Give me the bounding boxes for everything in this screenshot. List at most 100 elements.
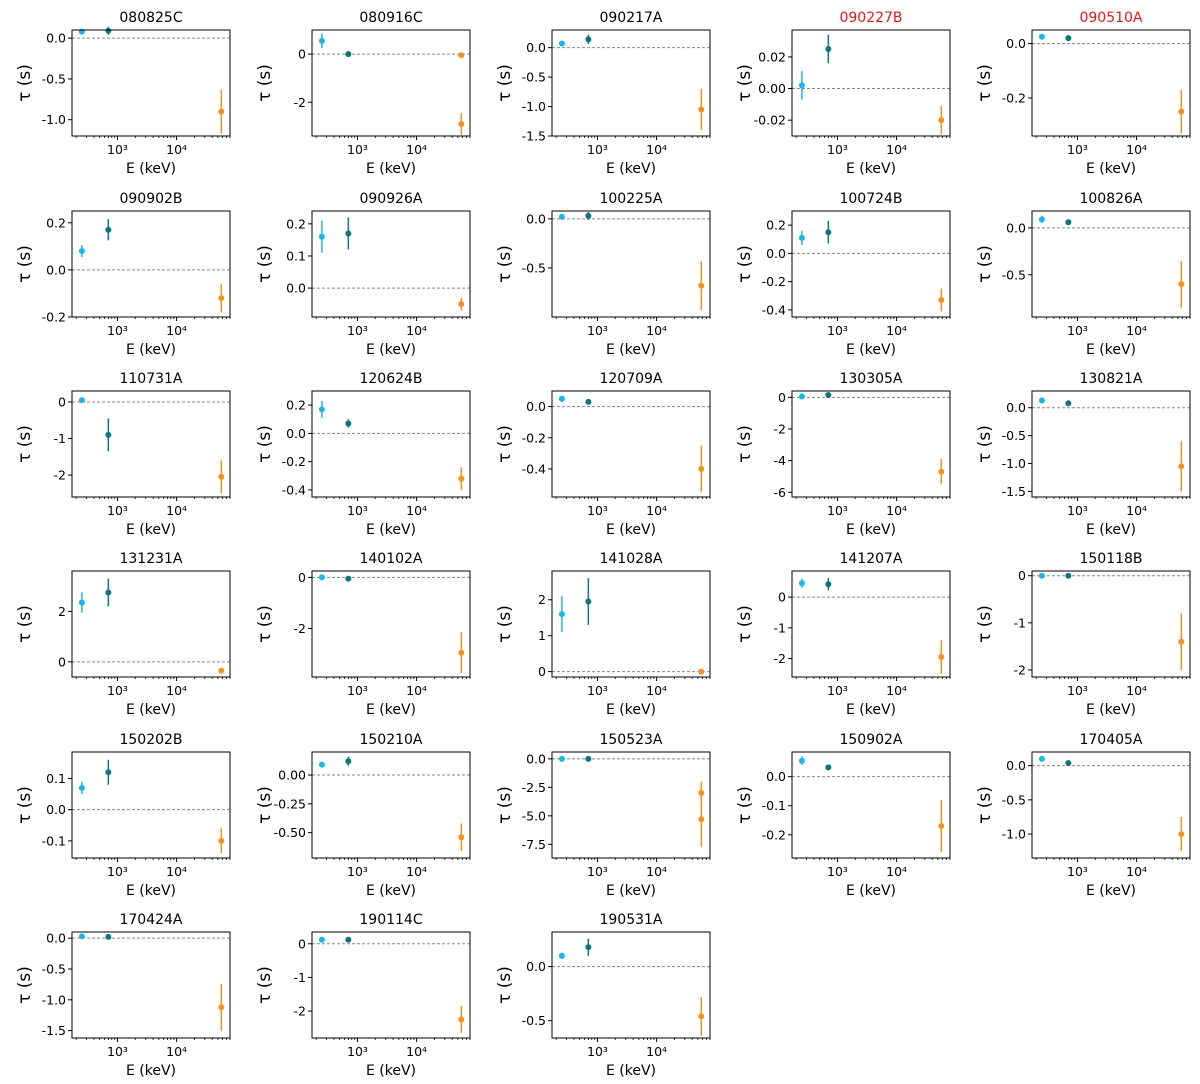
- data-point: [1038, 397, 1045, 404]
- plot-frame: [551, 931, 711, 1039]
- y-tick-label: -0.5: [522, 70, 546, 85]
- plot-frame: [311, 570, 471, 678]
- y-tick-label: 0.0: [526, 751, 546, 766]
- y-tick-label: -2: [294, 1004, 306, 1019]
- data-point: [218, 295, 225, 302]
- y-axis-label: τ (s): [15, 786, 35, 824]
- data-point: [825, 229, 832, 236]
- data-point: [105, 933, 112, 940]
- y-axis-label: τ (s): [255, 425, 275, 463]
- y-axis-label: τ (s): [255, 245, 275, 283]
- x-tick-label: 10³: [827, 323, 848, 338]
- panel-080825C: 080825C 0.0 -0.5 -1.0 10³ 10⁴ E (keV) τ (s): [15, 10, 231, 177]
- panel-title: 100826A: [1079, 191, 1142, 207]
- panel-title: 120624B: [359, 371, 422, 387]
- x-axis-label: E (keV): [366, 342, 416, 358]
- data-point: [1065, 35, 1072, 42]
- data-point: [698, 668, 705, 675]
- x-axis-label: E (keV): [366, 702, 416, 718]
- x-tick-label: 10⁴: [646, 1044, 667, 1059]
- x-tick-label: 10⁴: [886, 142, 907, 157]
- x-axis-label: E (keV): [126, 702, 176, 718]
- x-axis-label: E (keV): [126, 883, 176, 899]
- data-point: [318, 233, 325, 240]
- x-axis-label: E (keV): [606, 702, 656, 718]
- y-tick-label: 0.2: [286, 398, 306, 413]
- data-point: [345, 51, 352, 58]
- y-tick-label: 0.0: [46, 262, 66, 277]
- y-tick-label: -0.4: [522, 461, 546, 476]
- y-tick-label: 0.2: [286, 216, 306, 231]
- x-tick-label: 10³: [107, 864, 128, 879]
- plot-frame: [791, 570, 951, 678]
- x-tick-label: 10⁴: [166, 1044, 187, 1059]
- data-point: [698, 816, 705, 823]
- x-axis-label: E (keV): [606, 161, 656, 177]
- data-point: [798, 234, 805, 241]
- x-axis-label: E (keV): [606, 883, 656, 899]
- data-point: [218, 837, 225, 844]
- data-point: [1065, 572, 1072, 579]
- x-axis-label: E (keV): [1086, 342, 1136, 358]
- panel-title: 100724B: [839, 191, 902, 207]
- data-point: [318, 37, 325, 44]
- plot-frame: [1031, 751, 1191, 859]
- data-point: [1038, 572, 1045, 579]
- y-tick-label: -1: [294, 970, 306, 985]
- y-tick-label: -5.0: [522, 808, 546, 823]
- data-point: [318, 936, 325, 943]
- x-tick-label: 10⁴: [166, 683, 187, 698]
- y-axis-label: τ (s): [495, 786, 515, 824]
- y-axis-label: τ (s): [735, 245, 755, 283]
- x-tick-label: 10³: [827, 683, 848, 698]
- x-tick-label: 10³: [347, 683, 368, 698]
- x-tick-label: 10⁴: [646, 864, 667, 879]
- panel-title: 150523A: [599, 732, 662, 748]
- y-tick-label: 0.1: [286, 248, 306, 263]
- x-tick-label: 10³: [107, 1044, 128, 1059]
- panel-title: 080825C: [119, 10, 182, 26]
- plot-frame: [71, 29, 231, 137]
- y-tick-label: -0.50: [274, 825, 306, 840]
- y-axis-label: τ (s): [495, 966, 515, 1004]
- panel-title: 110731A: [119, 371, 182, 387]
- x-axis-label: E (keV): [846, 702, 896, 718]
- x-tick-label: 10³: [107, 683, 128, 698]
- plot-frame: [551, 570, 711, 678]
- data-point: [1038, 755, 1045, 762]
- x-tick-label: 10³: [1067, 503, 1088, 518]
- x-axis-label: E (keV): [606, 1063, 656, 1079]
- x-axis-label: E (keV): [1086, 883, 1136, 899]
- x-tick-label: 10⁴: [406, 323, 427, 338]
- y-tick-label: -0.5: [42, 71, 66, 86]
- y-tick-label: -2: [1014, 662, 1026, 677]
- y-tick-label: 0.0: [526, 959, 546, 974]
- x-tick-label: 10⁴: [406, 142, 427, 157]
- y-axis-label: τ (s): [975, 425, 995, 463]
- panel-110731A: 110731A 0 -1 -2 10³ 10⁴ E (keV) τ (s): [15, 371, 231, 538]
- x-tick-label: 10⁴: [406, 503, 427, 518]
- x-tick-label: 10⁴: [406, 864, 427, 879]
- y-tick-label: -0.1: [42, 833, 66, 848]
- x-axis-label: E (keV): [366, 522, 416, 538]
- x-axis-label: E (keV): [126, 522, 176, 538]
- y-tick-label: -0.4: [282, 482, 306, 497]
- data-point: [1178, 281, 1185, 288]
- x-tick-label: 10³: [347, 142, 368, 157]
- y-axis-label: τ (s): [975, 786, 995, 824]
- y-tick-label: -2: [294, 621, 306, 636]
- data-point: [938, 654, 945, 661]
- plot-frame: [551, 29, 711, 137]
- y-tick-label: -0.5: [1002, 792, 1026, 807]
- panel-title: 190531A: [599, 912, 662, 928]
- y-axis-label: τ (s): [15, 245, 35, 283]
- y-tick-label: -0.2: [282, 454, 306, 469]
- y-tick-label: -1.5: [522, 129, 546, 144]
- plot-frame: [791, 751, 951, 859]
- plot-frame: [551, 751, 711, 859]
- y-tick-label: 0.2: [766, 218, 786, 233]
- panel-131231A: 131231A 2 0 10³ 10⁴ E (keV) τ (s): [15, 551, 231, 718]
- data-point: [585, 398, 592, 405]
- data-point: [78, 784, 85, 791]
